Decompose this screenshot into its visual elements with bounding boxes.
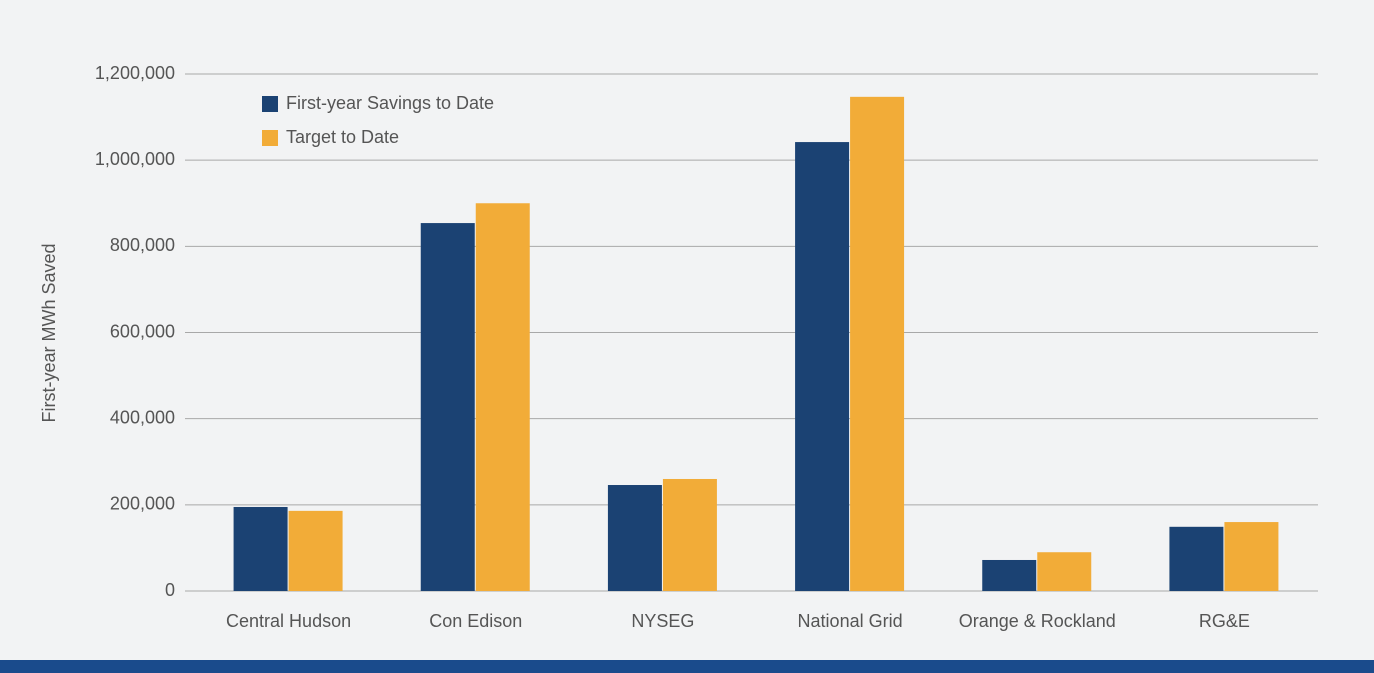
bar [288,510,343,591]
bar [982,559,1037,591]
y-axis-label: First-year MWh Saved [39,243,59,422]
y-tick-label: 600,000 [110,321,175,341]
legend-label: First-year Savings to Date [286,93,494,113]
legend-swatch [262,130,278,146]
y-tick-label: 400,000 [110,407,175,427]
x-tick-label: NYSEG [631,611,694,631]
legend-swatch [262,96,278,112]
bar [233,506,288,591]
x-tick-label: National Grid [798,611,903,631]
y-tick-label: 800,000 [110,235,175,255]
y-tick-label: 1,000,000 [95,149,175,169]
bar [1224,522,1279,591]
y-tick-label: 200,000 [110,494,175,514]
footer-bar [0,660,1374,673]
bar [662,478,717,591]
bar [795,142,850,592]
bar [607,485,662,591]
x-tick-label: Con Edison [429,611,522,631]
y-tick-label: 0 [165,580,175,600]
bar [1169,526,1224,591]
x-tick-label: RG&E [1199,611,1250,631]
y-tick-label: 1,200,000 [95,63,175,83]
bar [850,96,905,591]
bar [420,223,475,591]
x-tick-label: Orange & Rockland [959,611,1116,631]
legend-label: Target to Date [286,127,399,147]
bar [1037,552,1092,591]
x-tick-label: Central Hudson [226,611,351,631]
bar [475,203,530,591]
